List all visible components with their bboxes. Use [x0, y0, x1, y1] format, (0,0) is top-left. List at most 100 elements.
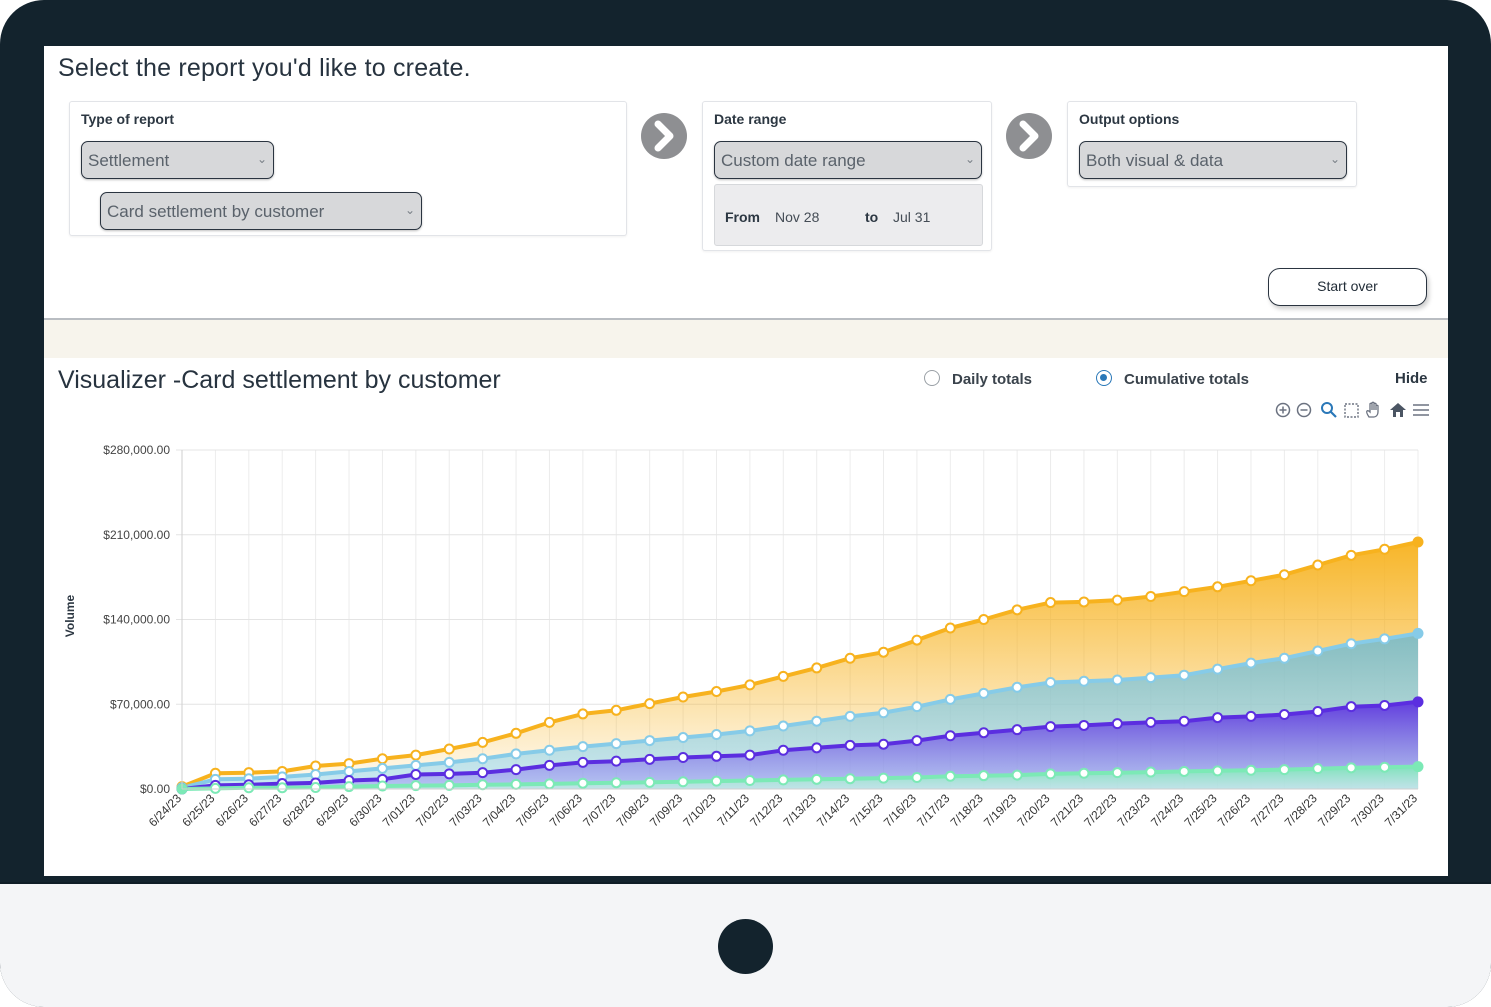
series-4-point[interactable] — [1011, 769, 1023, 781]
series-2-point[interactable] — [1011, 681, 1023, 693]
series-4-point[interactable] — [209, 782, 221, 794]
series-2-point[interactable] — [744, 725, 756, 737]
zoom-in-icon[interactable] — [1274, 400, 1294, 420]
series-3-point[interactable] — [1178, 715, 1190, 727]
series-1-point[interactable] — [644, 698, 656, 710]
series-3-point[interactable] — [978, 727, 990, 739]
series-2-point[interactable] — [811, 715, 823, 727]
series-2-point[interactable] — [1312, 645, 1324, 657]
series-3-point[interactable] — [811, 742, 823, 754]
series-4-point[interactable] — [1345, 762, 1357, 774]
series-1-point[interactable] — [1212, 581, 1224, 593]
series-3-point[interactable] — [1212, 712, 1224, 724]
series-1-point[interactable] — [911, 634, 923, 646]
series-1-point[interactable] — [1178, 586, 1190, 598]
series-1-point[interactable] — [844, 652, 856, 664]
report-type-select[interactable]: Card settlement by customer ⌄ — [100, 192, 422, 230]
series-2-point[interactable] — [1245, 657, 1257, 669]
series-2-point[interactable] — [777, 720, 789, 732]
series-3-point[interactable] — [1078, 719, 1090, 731]
to-date-field[interactable]: Jul 31 — [893, 209, 931, 225]
series-2-point[interactable] — [543, 744, 555, 756]
series-2-point[interactable] — [644, 735, 656, 747]
series-1-point[interactable] — [1045, 597, 1057, 609]
series-4-point[interactable] — [978, 770, 990, 782]
series-2-point[interactable] — [1111, 674, 1123, 686]
cumulative-totals-label[interactable]: Cumulative totals — [1124, 371, 1250, 388]
series-3-point[interactable] — [477, 767, 489, 779]
series-4-point[interactable] — [276, 782, 288, 794]
series-2-point[interactable] — [1345, 638, 1357, 650]
series-3-point[interactable] — [644, 753, 656, 765]
series-3-point[interactable] — [1111, 718, 1123, 730]
series-4-point[interactable] — [610, 777, 622, 789]
series-2-point[interactable] — [1212, 663, 1224, 675]
from-date-field[interactable]: Nov 28 — [775, 209, 820, 225]
report-category-select[interactable]: Settlement ⌄ — [81, 141, 274, 179]
series-1-point[interactable] — [510, 727, 522, 739]
series-4-point[interactable] — [310, 782, 322, 794]
home-icon[interactable] — [1388, 400, 1408, 420]
series-3-point[interactable] — [878, 738, 890, 750]
series-4-point[interactable] — [410, 780, 422, 792]
series-2-point[interactable] — [1379, 633, 1391, 645]
series-2-point[interactable] — [677, 732, 689, 744]
series-2-point[interactable] — [1278, 652, 1290, 664]
series-4-point[interactable] — [811, 773, 823, 785]
series-3-point[interactable] — [1245, 710, 1257, 722]
series-1-point[interactable] — [376, 753, 388, 765]
series-4-point[interactable] — [878, 772, 890, 784]
series-1-point[interactable] — [1011, 604, 1023, 616]
series-3-point[interactable] — [1278, 709, 1290, 721]
series-1-point[interactable] — [878, 646, 890, 658]
series-3-point[interactable] — [510, 764, 522, 776]
series-1-point[interactable] — [744, 679, 756, 691]
series-3-point[interactable] — [1412, 696, 1424, 708]
series-1-point[interactable] — [811, 662, 823, 674]
series-1-point[interactable] — [1312, 559, 1324, 571]
series-4-point[interactable] — [1078, 767, 1090, 779]
series-4-point[interactable] — [744, 775, 756, 787]
series-4-point[interactable] — [1278, 764, 1290, 776]
output-options-select[interactable]: Both visual & data ⌄ — [1079, 141, 1347, 179]
series-4-point[interactable] — [944, 770, 956, 782]
series-4-point[interactable] — [1178, 765, 1190, 777]
series-2-point[interactable] — [343, 765, 355, 777]
series-2-point[interactable] — [410, 759, 422, 771]
series-3-point[interactable] — [911, 735, 923, 747]
series-4-point[interactable] — [1212, 765, 1224, 777]
series-3-point[interactable] — [1011, 724, 1023, 736]
series-4-point[interactable] — [477, 779, 489, 791]
series-2-point[interactable] — [1145, 672, 1157, 684]
series-3-point[interactable] — [1312, 706, 1324, 718]
series-2-point[interactable] — [978, 687, 990, 699]
date-range-select[interactable]: Custom date range ⌄ — [714, 141, 982, 179]
series-1-point[interactable] — [543, 716, 555, 728]
series-2-point[interactable] — [577, 741, 589, 753]
series-2-point[interactable] — [510, 748, 522, 760]
series-2-point[interactable] — [844, 710, 856, 722]
series-1-point[interactable] — [577, 708, 589, 720]
series-4-point[interactable] — [1045, 768, 1057, 780]
zoom-out-icon[interactable] — [1295, 400, 1315, 420]
series-1-point[interactable] — [1245, 575, 1257, 587]
series-4-point[interactable] — [543, 778, 555, 790]
series-4-point[interactable] — [243, 782, 255, 794]
series-1-point[interactable] — [777, 670, 789, 682]
series-1-point[interactable] — [1278, 569, 1290, 581]
series-1-point[interactable] — [944, 622, 956, 634]
series-1-point[interactable] — [443, 743, 455, 755]
series-2-point[interactable] — [710, 729, 722, 741]
series-3-point[interactable] — [410, 768, 422, 780]
series-2-point[interactable] — [911, 701, 923, 713]
series-3-point[interactable] — [610, 755, 622, 767]
daily-totals-radio[interactable] — [924, 370, 940, 386]
series-3-point[interactable] — [543, 759, 555, 771]
series-4-point[interactable] — [644, 776, 656, 788]
hide-chart-link[interactable]: Hide — [1395, 370, 1428, 387]
menu-icon[interactable] — [1411, 400, 1431, 420]
series-1-point[interactable] — [1345, 549, 1357, 561]
series-4-point[interactable] — [577, 777, 589, 789]
series-3-point[interactable] — [443, 768, 455, 780]
series-4-point[interactable] — [844, 773, 856, 785]
